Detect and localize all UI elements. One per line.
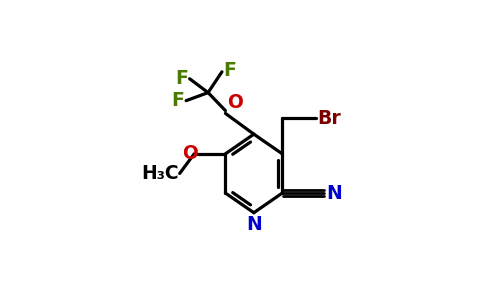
- Text: O: O: [182, 144, 198, 163]
- Text: F: F: [175, 69, 188, 88]
- Text: F: F: [223, 61, 236, 80]
- Text: O: O: [227, 92, 243, 112]
- Text: F: F: [171, 91, 184, 110]
- Text: Br: Br: [317, 109, 341, 128]
- Text: N: N: [326, 184, 342, 202]
- Text: N: N: [246, 215, 262, 235]
- Text: H₃C: H₃C: [141, 164, 179, 183]
